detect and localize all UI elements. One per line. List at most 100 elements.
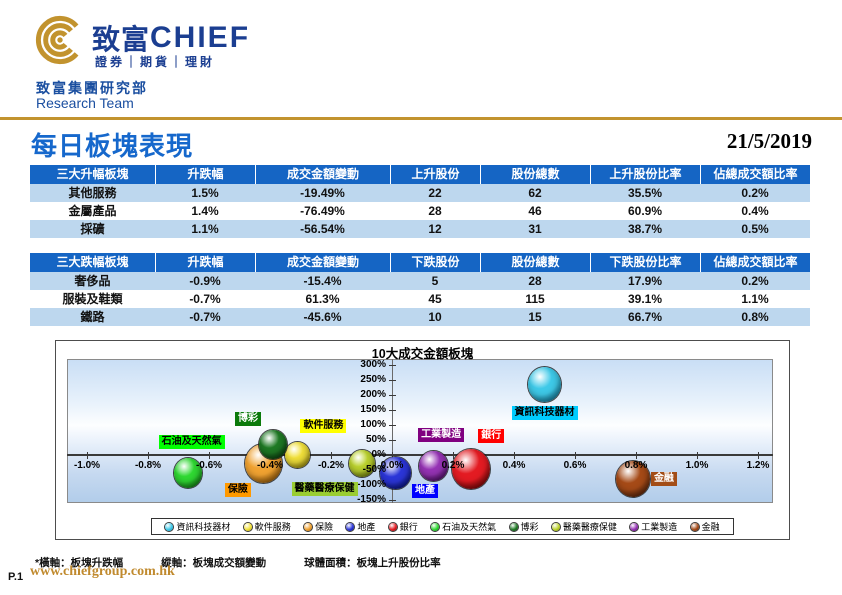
x-tick-label: -0.6%	[195, 460, 223, 471]
header-cell: 佔總成交額比率	[700, 165, 810, 184]
chart-legend: 資訊科技器材 軟件服務 保險 地產 銀行 石油及天然氣 博彩 醫藥醫療保健 工業製造 金融	[151, 518, 734, 535]
footnote-x-axis: *橫軸：板塊升跌幅	[35, 557, 124, 569]
y-tick-label: 300%	[360, 359, 386, 370]
header-cell: 上升股份	[390, 165, 480, 184]
sector-label: 銀行	[478, 429, 505, 444]
sector-label: 石油及天然氣	[158, 435, 225, 450]
gainers-table: 三大升幅板塊 升跌幅 成交金額變動 上升股份 股份總數 上升股份比率 佔總成交額比率 其他服務…	[30, 165, 810, 238]
table-row: 金屬產品 1.4% -76.49% 28 46 60.9% 0.4%	[30, 202, 810, 220]
cell: 服裝及鞋類	[62, 292, 123, 306]
header-cell: 三大升幅板塊	[30, 165, 155, 184]
cell: 採礦	[30, 220, 155, 238]
y-tick-mark	[388, 409, 396, 411]
legend-item: 醫藥醫療保健	[551, 520, 617, 533]
x-tick-label: 0.6%	[563, 460, 587, 471]
header-cell: 股份總數	[480, 165, 590, 184]
x-tick-mark	[208, 451, 210, 459]
header-cell: 升跌幅	[155, 253, 255, 272]
brand-english: CHIEF	[150, 21, 251, 54]
chart-bubble	[528, 367, 561, 402]
cell: 28	[428, 204, 442, 218]
y-tick-label: 200%	[360, 389, 386, 400]
y-tick-label: 150%	[360, 404, 386, 415]
x-tick-label: -0.2%	[317, 460, 345, 471]
header-cell: 下跌股份比率	[590, 253, 700, 272]
legend-marker-icon	[165, 522, 174, 531]
x-axis-line	[67, 454, 773, 456]
chief-logo-icon	[35, 15, 79, 65]
legend-item: 工業製造	[630, 520, 677, 533]
legend-label: 石油及天然氣	[442, 522, 497, 532]
sector-label: 金融	[650, 472, 677, 486]
legend-marker-icon	[243, 522, 252, 531]
cell: -0.7%	[189, 292, 221, 306]
header-cell: 佔總成交額比率	[700, 253, 810, 272]
x-tick-label: 0.0%	[380, 460, 404, 471]
x-tick-mark	[147, 451, 149, 459]
cell: 奢侈品	[30, 272, 155, 290]
brand-tagline: 證券｜期貨｜理財	[95, 55, 216, 69]
cell: 12	[390, 220, 480, 238]
cell: 46	[528, 204, 542, 218]
x-tick-mark	[330, 451, 332, 459]
website-link[interactable]: www.chiefgroup.com.hk	[30, 564, 175, 579]
x-tick-label: -0.4%	[256, 460, 284, 471]
department-name: 致富集團研究部	[36, 80, 148, 96]
cell: -56.54%	[255, 220, 390, 238]
chart-footnote: *橫軸：板塊升跌幅 縱軸：板塊成交額變動 球體面積：板塊上升股份比率	[35, 555, 441, 570]
sector-label: 醫藥醫療保健	[291, 481, 358, 496]
cell: -0.7%	[155, 308, 255, 326]
legend-marker-icon	[630, 522, 639, 531]
cell: 1.1%	[155, 220, 255, 238]
cell: 115	[525, 292, 545, 306]
legend-label: 醫藥醫療保健	[562, 522, 617, 532]
gold-divider	[0, 117, 842, 120]
cell: 38.7%	[590, 220, 700, 238]
brand-chinese: 致富	[92, 24, 151, 55]
x-tick-mark	[513, 451, 515, 459]
y-tick-mark	[388, 454, 396, 456]
page-title: 每日板塊表現	[31, 132, 194, 161]
sector-label: 資訊科技器材	[511, 405, 578, 420]
cell: 28	[480, 272, 590, 290]
sector-label: 地產	[412, 484, 439, 498]
cell: 0.2%	[700, 272, 810, 290]
y-tick-label: 50%	[365, 434, 386, 445]
header-cell: 成交金額變動	[255, 165, 390, 184]
cell: 61.3%	[305, 292, 340, 306]
cell: 35.5%	[590, 184, 700, 202]
legend-marker-icon	[509, 522, 518, 531]
cell: 鐵路	[30, 308, 155, 326]
table-row: 其他服務 1.5% -19.49% 22 62 35.5% 0.2%	[30, 184, 810, 202]
cell: 1.4%	[191, 204, 219, 218]
sector-label: 工業製造	[418, 428, 465, 443]
y-tick-label: -50%	[362, 464, 386, 475]
y-tick-mark	[388, 499, 396, 501]
y-tick-label: -150%	[357, 494, 386, 505]
y-tick-mark	[388, 424, 396, 426]
chart-bubble	[379, 456, 411, 490]
legend-label: 資訊科技器材	[176, 522, 231, 532]
cell: 5	[390, 272, 480, 290]
footnote-bubble-size: 球體面積：板塊上升股份比率	[304, 557, 441, 569]
cell: 0.8%	[700, 308, 810, 326]
table-header-row: 三大跌幅板塊 升跌幅 成交金額變動 下跌股份 股份總數 下跌股份比率 佔總成交額比率	[30, 253, 810, 272]
cell: 22	[390, 184, 480, 202]
legend-marker-icon	[304, 522, 313, 531]
legend-label: 博彩	[520, 522, 539, 532]
chart-bubble	[348, 449, 375, 478]
legend-item: 地產	[346, 520, 375, 533]
x-tick-label: 0.4%	[502, 460, 526, 471]
cell: 1.5%	[155, 184, 255, 202]
header-cell: 股份總數	[480, 253, 590, 272]
cell: -0.9%	[155, 272, 255, 290]
table-row: 服裝及鞋類 -0.7% 61.3% 45 115 39.1% 1.1%	[30, 290, 810, 308]
legend-item: 銀行	[388, 520, 418, 533]
cell: 其他服務	[30, 184, 155, 202]
legend-item: 軟件服務	[243, 520, 291, 533]
chart-bubble	[259, 429, 288, 460]
y-tick-label: 0%	[371, 449, 386, 460]
legend-label: 金融	[701, 522, 720, 532]
page-number: P.1	[8, 571, 24, 583]
